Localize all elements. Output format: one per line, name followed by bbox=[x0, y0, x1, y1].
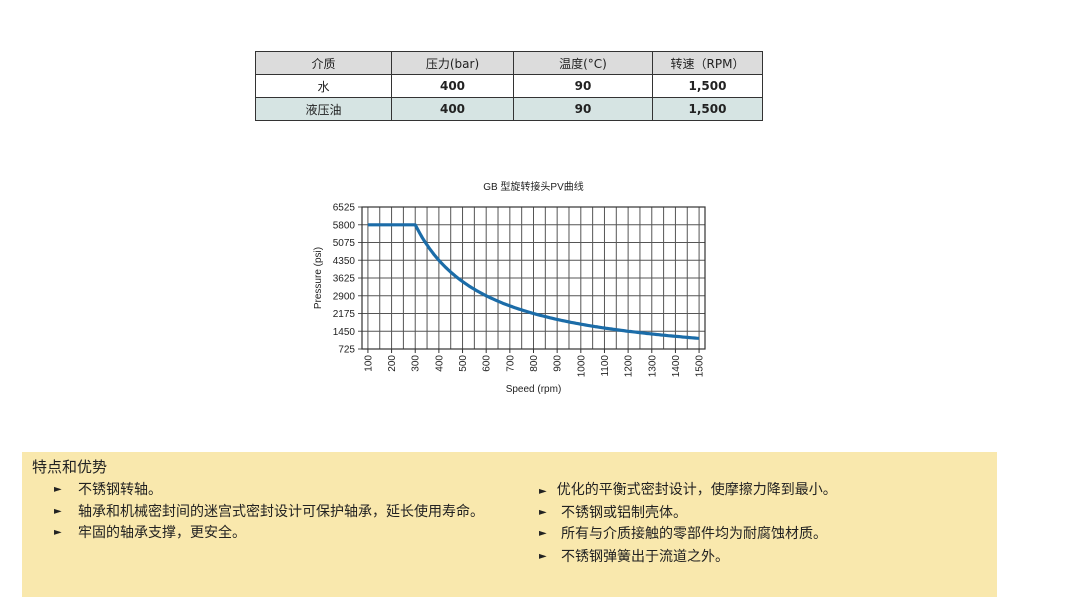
cell: 90 bbox=[513, 97, 653, 121]
cell: 液压油 bbox=[255, 97, 392, 121]
bullet-triangle-icon: ► bbox=[54, 506, 62, 517]
header-speed: 转速（RPM） bbox=[652, 51, 763, 75]
y-tick-label: 725 bbox=[338, 345, 355, 356]
feature-item: ► 优化的平衡式密封设计，使摩擦力降到最小。 bbox=[539, 482, 849, 500]
header-pressure: 压力(bar) bbox=[391, 51, 514, 75]
x-tick-label: 1300 bbox=[647, 355, 658, 378]
x-tick-label: 900 bbox=[553, 355, 564, 372]
bullet-triangle-icon: ► bbox=[539, 551, 547, 562]
feature-text: 所有与介质接触的零部件均为耐腐蚀材质。 bbox=[561, 526, 827, 542]
pv-chart: GB 型旋转接头PV曲线 6525 5800 5075 4350 3625 2900 2175… bbox=[313, 180, 706, 395]
y-tick-label: 5800 bbox=[333, 220, 356, 231]
features-box: 特点和优势 ► 不锈钢转轴。 ► 轴承和机械密封间的迷宫式密封设计可保护轴承，延长使… bbox=[22, 452, 997, 597]
feature-text: 不锈钢或铝制壳体。 bbox=[561, 505, 687, 521]
x-tick-label: 400 bbox=[434, 355, 445, 372]
feature-item: ► 轴承和机械密封间的迷宫式密封设计可保护轴承，延长使用寿命。 bbox=[54, 504, 494, 520]
cell: 400 bbox=[391, 74, 514, 98]
x-tick-label: 500 bbox=[458, 355, 469, 372]
y-axis-label: Pressure (psi) bbox=[313, 247, 324, 309]
y-tick-label: 4350 bbox=[333, 256, 356, 267]
feature-item: ► 不锈钢转轴。 bbox=[54, 482, 494, 498]
x-tick-label: 1500 bbox=[695, 355, 706, 378]
y-tick-label: 2900 bbox=[333, 291, 356, 302]
x-tick-label: 800 bbox=[529, 355, 540, 372]
feature-text: 不锈钢弹簧出于流道之外。 bbox=[561, 549, 729, 565]
feature-item: ► 牢固的轴承支撑，更安全。 bbox=[54, 525, 494, 541]
x-tick-label: 600 bbox=[482, 355, 493, 372]
cell: 1,500 bbox=[652, 74, 763, 98]
bullet-triangle-icon: ► bbox=[539, 486, 547, 497]
x-tick-label: 1100 bbox=[600, 355, 611, 377]
bullet-triangle-icon: ► bbox=[539, 507, 547, 518]
header-medium: 介质 bbox=[255, 51, 392, 75]
x-tick-label: 100 bbox=[363, 355, 374, 372]
feature-text: 不锈钢转轴。 bbox=[78, 482, 162, 498]
features-right-column: ► 优化的平衡式密封设计，使摩擦力降到最小。 ► 不锈钢或铝制壳体。 ► 所有与介质接… bbox=[539, 482, 849, 570]
bullet-triangle-icon: ► bbox=[54, 527, 62, 538]
y-tick-label: 3625 bbox=[333, 274, 356, 285]
table-row: 液压油 400 90 1,500 bbox=[255, 97, 763, 121]
feature-text: 优化的平衡式密封设计，使摩擦力降到最小。 bbox=[556, 482, 837, 498]
feature-text: 牢固的轴承支撑，更安全。 bbox=[78, 525, 246, 541]
y-tick-label: 6525 bbox=[333, 203, 356, 214]
x-tick-label: 200 bbox=[387, 355, 398, 372]
table-row: 水 400 90 1,500 bbox=[255, 74, 763, 98]
cell: 水 bbox=[255, 74, 392, 98]
x-tick-label: 1000 bbox=[576, 355, 587, 378]
x-tick-label: 300 bbox=[411, 355, 422, 372]
cell: 400 bbox=[391, 97, 514, 121]
feature-item: ► 所有与介质接触的零部件均为耐腐蚀材质。 bbox=[539, 526, 901, 542]
chart-title: GB 型旋转接头PV曲线 bbox=[483, 180, 584, 193]
y-tick-label: 1450 bbox=[333, 327, 356, 338]
x-tick-label: 1400 bbox=[671, 355, 682, 378]
y-tick-label: 2175 bbox=[333, 309, 356, 320]
header-temperature: 温度(°C) bbox=[513, 51, 653, 75]
x-tick-label: 700 bbox=[505, 355, 516, 372]
feature-text: 轴承和机械密封间的迷宫式密封设计可保护轴承，延长使用寿命。 bbox=[78, 504, 484, 520]
feature-item: ► 不锈钢弹簧出于流道之外。 bbox=[539, 549, 849, 565]
features-title: 特点和优势 bbox=[32, 458, 108, 476]
x-axis-label: Speed (rpm) bbox=[506, 384, 562, 395]
bullet-triangle-icon: ► bbox=[539, 528, 547, 539]
table-header-row: 介质 压力(bar) 温度(°C) 转速（RPM） bbox=[255, 51, 763, 75]
cell: 1,500 bbox=[652, 97, 763, 121]
features-left-column: ► 不锈钢转轴。 ► 轴承和机械密封间的迷宫式密封设计可保护轴承，延长使用寿命。 ►… bbox=[54, 482, 494, 546]
feature-item: ► 不锈钢或铝制壳体。 bbox=[539, 505, 849, 521]
x-tick-label: 1200 bbox=[624, 355, 635, 378]
spec-table: 介质 压力(bar) 温度(°C) 转速（RPM） 水 400 90 1,500… bbox=[255, 51, 763, 121]
y-tick-label: 5075 bbox=[333, 238, 356, 249]
cell: 90 bbox=[513, 74, 653, 98]
bullet-triangle-icon: ► bbox=[54, 484, 62, 495]
